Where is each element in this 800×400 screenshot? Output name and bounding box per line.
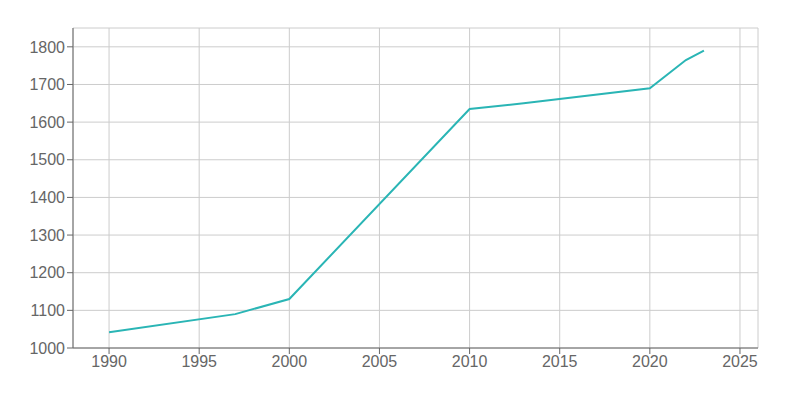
svg-text:1800: 1800 <box>29 39 65 56</box>
svg-text:2015: 2015 <box>542 353 578 370</box>
svg-text:1700: 1700 <box>29 76 65 93</box>
svg-text:1100: 1100 <box>31 302 66 319</box>
svg-text:1400: 1400 <box>29 189 65 206</box>
svg-text:2025: 2025 <box>722 353 758 370</box>
svg-text:2005: 2005 <box>362 353 398 370</box>
svg-text:2020: 2020 <box>632 353 668 370</box>
svg-text:1995: 1995 <box>181 353 217 370</box>
svg-text:1200: 1200 <box>29 264 65 281</box>
svg-text:1300: 1300 <box>29 227 65 244</box>
svg-text:1000: 1000 <box>29 340 65 357</box>
svg-text:2010: 2010 <box>452 353 488 370</box>
svg-text:1600: 1600 <box>29 114 65 131</box>
svg-text:1990: 1990 <box>91 353 127 370</box>
svg-text:1500: 1500 <box>29 151 65 168</box>
svg-text:2000: 2000 <box>272 353 308 370</box>
